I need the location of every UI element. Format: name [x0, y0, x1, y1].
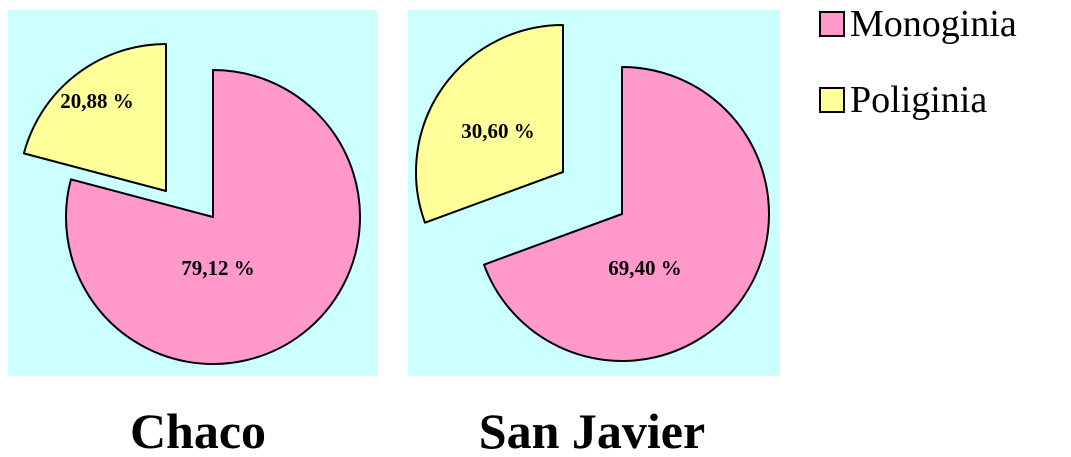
legend-swatch-monoginia: [819, 11, 845, 37]
legend-swatch-poliginia: [819, 87, 845, 113]
pie-title-san-javier: San Javier: [479, 403, 705, 457]
pie-slice-poliginia-chaco: [22, 43, 167, 192]
pie-slice-monoginia-chaco: [65, 69, 361, 365]
pie-chart-chaco: 79,12 % 20,88 % Chaco: [8, 10, 378, 457]
legend: Monoginia Poliginia: [819, 3, 1017, 121]
legend-label-poliginia: Poliginia: [850, 79, 987, 121]
slice-label-poliginia-san-javier: 30,60 %: [461, 119, 535, 143]
slice-label-monoginia-chaco: 79,12 %: [181, 256, 255, 280]
pie-title-chaco: Chaco: [130, 403, 266, 457]
pie-slice-poliginia-san-javier: [415, 24, 564, 224]
pie-chart-san-javier: 69,40 % 30,60 % San Javier: [408, 10, 780, 457]
pie-slice-monoginia-san-javier: [483, 66, 770, 362]
legend-label-monoginia: Monoginia: [850, 3, 1017, 45]
slice-label-monoginia-san-javier: 69,40 %: [608, 256, 682, 280]
slice-label-poliginia-chaco: 20,88 %: [60, 89, 134, 113]
